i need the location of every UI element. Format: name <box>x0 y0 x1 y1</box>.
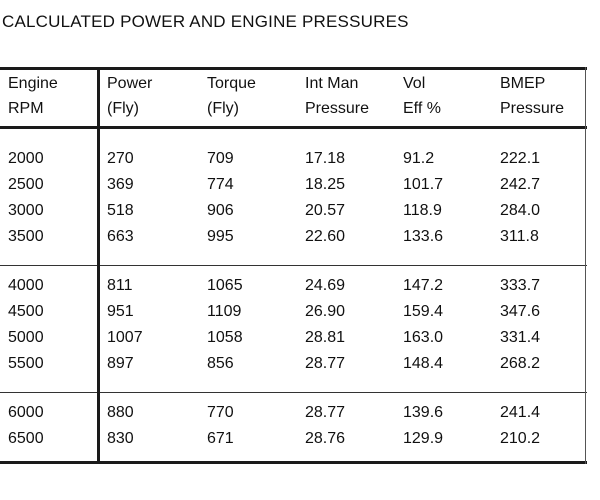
column-header: Int Man <box>305 75 359 92</box>
table-cell: 210.2 <box>500 430 541 447</box>
table-cell: 333.7 <box>500 277 541 294</box>
table-cell: 663 <box>107 228 134 245</box>
group-divider <box>0 265 587 266</box>
table-cell: 6500 <box>8 430 44 447</box>
column-header: Pressure <box>500 100 565 117</box>
table-cell: 163.0 <box>403 329 444 346</box>
header-rule <box>0 126 587 129</box>
group-divider <box>0 392 587 393</box>
table-cell: 147.2 <box>403 277 444 294</box>
table-cell: 28.76 <box>305 430 346 447</box>
table-cell: 331.4 <box>500 329 541 346</box>
column-header: Eff % <box>403 100 441 117</box>
table-cell: 2000 <box>8 150 44 167</box>
table-cell: 995 <box>207 228 234 245</box>
table-cell: 24.69 <box>305 277 346 294</box>
table-cell: 830 <box>107 430 134 447</box>
table-cell: 5000 <box>8 329 44 346</box>
table-cell: 28.81 <box>305 329 346 346</box>
table-cell: 811 <box>107 277 133 294</box>
table-cell: 148.4 <box>403 355 444 372</box>
table-cell: 770 <box>207 404 234 421</box>
table-cell: 129.9 <box>403 430 444 447</box>
table-cell: 774 <box>207 176 234 193</box>
table-cell: 18.25 <box>305 176 346 193</box>
page-title: CALCULATED POWER AND ENGINE PRESSURES <box>2 12 409 31</box>
table-bottom-rule <box>0 461 587 464</box>
table-cell: 101.7 <box>403 176 444 193</box>
column-header: (Fly) <box>107 100 139 117</box>
table-cell: 897 <box>107 355 134 372</box>
table-cell: 118.9 <box>403 202 442 219</box>
table-cell: 26.90 <box>305 303 346 320</box>
table-cell: 3500 <box>8 228 44 245</box>
column-header: Vol <box>403 75 426 92</box>
table-cell: 133.6 <box>403 228 444 245</box>
table-cell: 20.57 <box>305 202 346 219</box>
table-cell: 880 <box>107 404 134 421</box>
column-divider <box>97 67 100 464</box>
table-cell: 270 <box>107 150 134 167</box>
column-header: Power <box>107 75 153 92</box>
table-cell: 951 <box>107 303 134 320</box>
table-cell: 4000 <box>8 277 44 294</box>
table-cell: 709 <box>207 150 234 167</box>
table-cell: 311.8 <box>500 228 539 245</box>
table-right-edge <box>585 67 586 464</box>
table-cell: 28.77 <box>305 404 346 421</box>
table-cell: 1058 <box>207 329 243 346</box>
table-cell: 3000 <box>8 202 44 219</box>
table-cell: 671 <box>207 430 234 447</box>
table-cell: 284.0 <box>500 202 541 219</box>
column-header: Engine <box>8 75 58 92</box>
table-cell: 242.7 <box>500 176 541 193</box>
table-cell: 159.4 <box>403 303 444 320</box>
table-top-rule <box>0 67 587 70</box>
table-cell: 28.77 <box>305 355 346 372</box>
table-cell: 6000 <box>8 404 44 421</box>
column-header: Torque <box>207 75 256 92</box>
table-cell: 222.1 <box>500 150 541 167</box>
table-cell: 5500 <box>8 355 44 372</box>
table-cell: 91.2 <box>403 150 435 167</box>
table-cell: 268.2 <box>500 355 541 372</box>
table-cell: 369 <box>107 176 134 193</box>
table-cell: 17.18 <box>305 150 346 167</box>
table-cell: 1007 <box>107 329 143 346</box>
column-header: Pressure <box>305 100 370 117</box>
column-header: RPM <box>8 100 44 117</box>
table-cell: 22.60 <box>305 228 346 245</box>
table-cell: 518 <box>107 202 134 219</box>
table-cell: 1109 <box>207 303 242 320</box>
table-cell: 347.6 <box>500 303 541 320</box>
table-cell: 4500 <box>8 303 44 320</box>
table-cell: 241.4 <box>500 404 541 421</box>
table-cell: 856 <box>207 355 234 372</box>
table-cell: 139.6 <box>403 404 444 421</box>
column-header: BMEP <box>500 75 546 92</box>
column-header: (Fly) <box>207 100 239 117</box>
table-cell: 906 <box>207 202 234 219</box>
table-cell: 1065 <box>207 277 243 294</box>
table-cell: 2500 <box>8 176 44 193</box>
